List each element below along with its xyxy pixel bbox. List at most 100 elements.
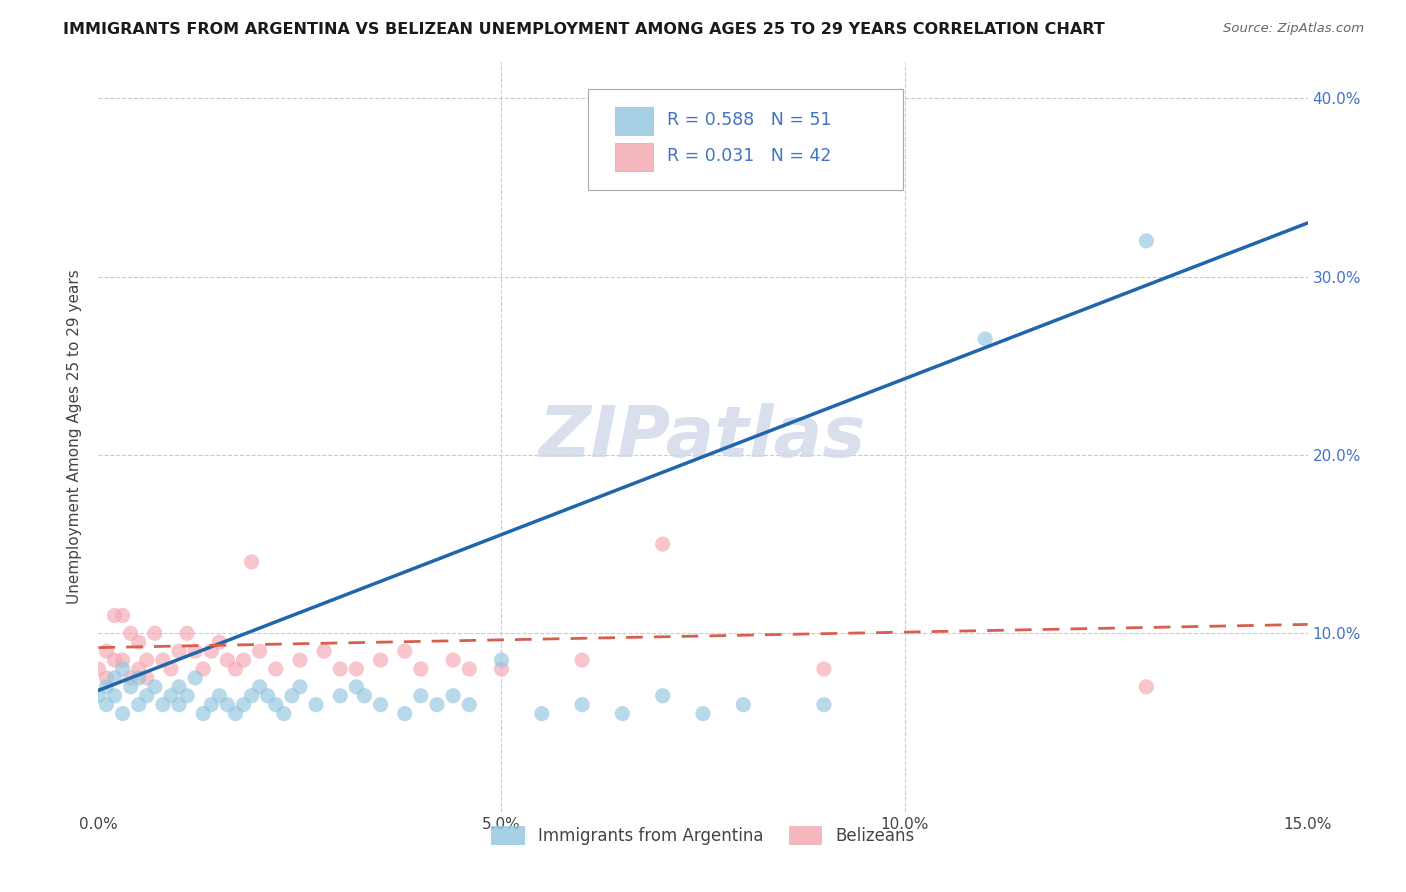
Point: [143, 680, 166, 694]
Text: ZIPatlas: ZIPatlas: [540, 402, 866, 472]
Point: [103, 653, 125, 667]
Point: [200, 698, 222, 712]
Y-axis label: Unemployment Among Ages 25 to 29 years: Unemployment Among Ages 25 to 29 years: [67, 269, 83, 605]
Point: [651, 689, 673, 703]
Point: [128, 671, 150, 685]
Point: [264, 698, 287, 712]
Point: [111, 662, 134, 676]
Point: [612, 706, 634, 721]
Point: [240, 689, 263, 703]
Point: [167, 644, 190, 658]
Point: [111, 608, 134, 623]
Point: [232, 698, 254, 712]
Point: [160, 662, 183, 676]
Point: [224, 662, 246, 676]
Point: [813, 662, 835, 676]
Point: [571, 698, 593, 712]
Point: [329, 689, 352, 703]
Point: [370, 653, 392, 667]
Point: [184, 644, 207, 658]
Point: [96, 680, 118, 694]
Text: Source: ZipAtlas.com: Source: ZipAtlas.com: [1223, 22, 1364, 36]
Point: [152, 698, 174, 712]
Point: [96, 644, 118, 658]
Point: [152, 653, 174, 667]
Point: [120, 626, 142, 640]
Point: [256, 689, 278, 703]
Point: [193, 662, 215, 676]
Legend: Immigrants from Argentina, Belizeans: Immigrants from Argentina, Belizeans: [485, 820, 921, 852]
Text: IMMIGRANTS FROM ARGENTINA VS BELIZEAN UNEMPLOYMENT AMONG AGES 25 TO 29 YEARS COR: IMMIGRANTS FROM ARGENTINA VS BELIZEAN UN…: [63, 22, 1105, 37]
Point: [143, 626, 166, 640]
Point: [394, 706, 416, 721]
Point: [458, 662, 481, 676]
Point: [458, 698, 481, 712]
Point: [409, 689, 432, 703]
Point: [176, 689, 198, 703]
Point: [111, 706, 134, 721]
Point: [128, 662, 150, 676]
Point: [184, 671, 207, 685]
Point: [530, 706, 553, 721]
Point: [1135, 680, 1157, 694]
Point: [208, 689, 231, 703]
FancyBboxPatch shape: [614, 143, 654, 171]
Point: [135, 671, 157, 685]
Point: [120, 671, 142, 685]
Point: [232, 653, 254, 667]
Point: [160, 689, 183, 703]
Point: [200, 644, 222, 658]
Point: [167, 698, 190, 712]
Point: [491, 662, 513, 676]
FancyBboxPatch shape: [614, 107, 654, 135]
Point: [87, 689, 110, 703]
Point: [224, 706, 246, 721]
Point: [120, 680, 142, 694]
Point: [288, 653, 311, 667]
Point: [193, 706, 215, 721]
Point: [651, 537, 673, 551]
Point: [491, 653, 513, 667]
Point: [135, 689, 157, 703]
Point: [103, 689, 125, 703]
Point: [96, 698, 118, 712]
Point: [441, 689, 464, 703]
Point: [208, 635, 231, 649]
Point: [733, 698, 755, 712]
Point: [571, 653, 593, 667]
Point: [344, 662, 367, 676]
Point: [314, 644, 336, 658]
Point: [103, 671, 125, 685]
Point: [273, 706, 295, 721]
Point: [288, 680, 311, 694]
Point: [409, 662, 432, 676]
Point: [344, 680, 367, 694]
Point: [426, 698, 449, 712]
Point: [441, 653, 464, 667]
Point: [249, 644, 271, 658]
Point: [370, 698, 392, 712]
Point: [240, 555, 263, 569]
Point: [87, 662, 110, 676]
Point: [128, 635, 150, 649]
Point: [167, 680, 190, 694]
Point: [217, 653, 239, 667]
Point: [103, 608, 125, 623]
Point: [128, 698, 150, 712]
Point: [1135, 234, 1157, 248]
Point: [176, 626, 198, 640]
FancyBboxPatch shape: [588, 88, 903, 190]
Text: R = 0.588   N = 51: R = 0.588 N = 51: [666, 112, 831, 129]
Point: [692, 706, 714, 721]
Point: [96, 671, 118, 685]
Text: R = 0.031   N = 42: R = 0.031 N = 42: [666, 147, 831, 165]
Point: [305, 698, 328, 712]
Point: [813, 698, 835, 712]
Point: [264, 662, 287, 676]
Point: [111, 653, 134, 667]
Point: [217, 698, 239, 712]
Point: [281, 689, 304, 703]
Point: [353, 689, 375, 703]
Point: [394, 644, 416, 658]
Point: [249, 680, 271, 694]
